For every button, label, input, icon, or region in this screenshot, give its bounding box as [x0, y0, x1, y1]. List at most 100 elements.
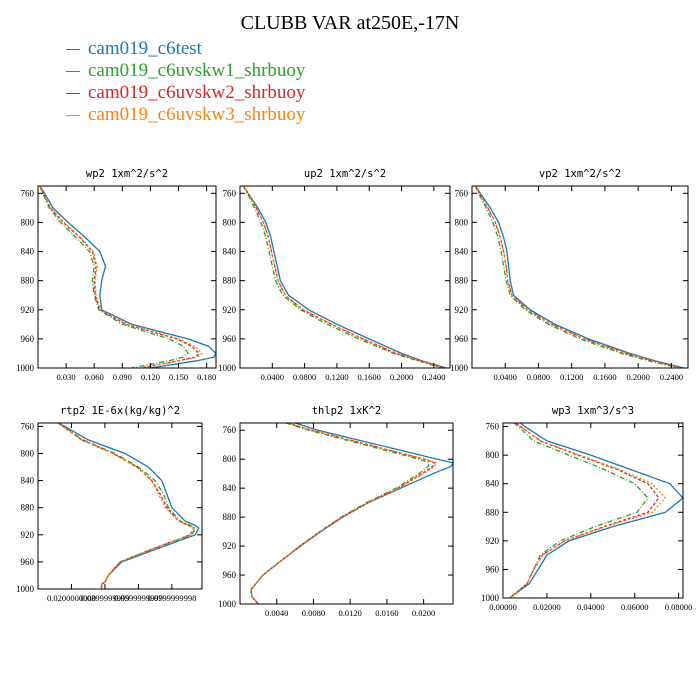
plot-frame: [37, 422, 203, 590]
x-tick-label: 0.0160: [375, 608, 398, 618]
y-tick-label: 840: [21, 476, 35, 486]
series-line: [509, 422, 660, 599]
y-tick-label: 880: [223, 276, 237, 286]
series-line: [474, 185, 680, 369]
x-tick-label: 0.04000: [577, 602, 605, 612]
y-tick-label: 760: [21, 421, 35, 431]
legend-item: cam019_c6uvskw1_shrbuoy: [66, 60, 305, 82]
y-tick-label: 880: [21, 503, 35, 513]
panel-title: rtp2 1E-6x(kg/kg)^2: [60, 405, 180, 417]
x-tick-label: 0.0200: [412, 608, 435, 618]
figure-title: CLUBB VAR at250E,-17N: [240, 12, 460, 34]
y-tick-label: 960: [223, 570, 237, 580]
x-tick-label: 0.0599999999: [114, 593, 163, 603]
series-line: [57, 422, 195, 589]
x-tick-label: 0.00000: [489, 602, 517, 612]
legend-swatch: [66, 71, 80, 73]
legend-swatch: [66, 49, 80, 51]
x-tick-label: 0.06000: [621, 602, 649, 612]
x-tick-label: 0.2400: [422, 372, 445, 382]
y-tick-label: 920: [455, 305, 469, 315]
x-tick-label: 0.1200: [560, 372, 583, 382]
x-tick-label: 0.0120: [338, 608, 361, 618]
y-tick-label: 760: [455, 188, 469, 198]
plot-frame: [471, 185, 689, 369]
plot-frame: [37, 185, 217, 369]
plot-frame: [239, 185, 451, 369]
x-tick-label: 0.0399999999: [81, 593, 130, 603]
y-tick-label: 920: [223, 541, 237, 551]
y-tick-label: 760: [223, 425, 237, 435]
x-tick-label: 0.0040: [265, 608, 288, 618]
plot-frame: [502, 422, 684, 599]
y-tick-label: 960: [223, 334, 237, 344]
y-tick-label: 960: [486, 564, 500, 574]
x-tick-label: 0.2000: [390, 372, 413, 382]
y-tick-label: 920: [223, 305, 237, 315]
chart-panel: thlp2 1xK^2 760 800 840 880 920 960 1000 0.0040 0…: [218, 405, 454, 618]
x-tick-label: 0.2000: [626, 372, 649, 382]
x-tick-label: 0.060: [85, 372, 104, 382]
y-tick-label: 800: [21, 217, 35, 227]
y-tick-label: 800: [21, 448, 35, 458]
panel-title: wp3 1xm^3/s^3: [552, 405, 634, 417]
x-tick-label: 0.08000: [665, 602, 693, 612]
panel-title: up2 1xm^2/s^2: [304, 168, 386, 180]
y-tick-label: 800: [223, 217, 237, 227]
y-tick-label: 840: [486, 479, 500, 489]
y-tick-label: 880: [486, 507, 500, 517]
y-tick-label: 1000: [16, 584, 35, 594]
x-tick-label: 0.090: [113, 372, 132, 382]
y-tick-label: 920: [486, 536, 500, 546]
y-tick-label: 840: [223, 247, 237, 257]
series-line: [474, 185, 684, 369]
legend-label: cam019_c6uvskw3_shrbuoy: [88, 104, 306, 125]
x-tick-label: 0.0200000000: [47, 593, 96, 603]
legend-swatch: [66, 93, 80, 95]
x-tick-label: 0.120: [141, 372, 160, 382]
series-line: [250, 422, 436, 605]
y-tick-label: 760: [223, 188, 237, 198]
series-line: [250, 422, 438, 605]
series-line: [242, 185, 443, 369]
x-tick-label: 0.150: [169, 372, 188, 382]
series-line: [250, 422, 454, 605]
y-tick-label: 920: [21, 530, 35, 540]
y-tick-label: 840: [21, 247, 35, 257]
legend-label: cam019_c6test: [88, 38, 202, 59]
x-tick-label: 0.0800: [527, 372, 550, 382]
y-tick-label: 840: [455, 247, 469, 257]
legend-label: cam019_c6uvskw2_shrbuoy: [88, 82, 306, 103]
y-tick-label: 960: [21, 557, 35, 567]
y-tick-label: 840: [223, 483, 237, 493]
x-tick-label: 0.1200: [325, 372, 348, 382]
chart-panel: up2 1xm^2/s^2 760 800 840 880 920 960 1000 0.040…: [218, 168, 451, 382]
series-line: [57, 422, 197, 589]
x-tick-label: 0.1600: [593, 372, 616, 382]
series-line: [474, 185, 682, 369]
series-line: [242, 185, 444, 369]
x-tick-label: 0.0080: [302, 608, 325, 618]
series-line: [242, 185, 447, 369]
y-tick-label: 960: [21, 334, 35, 344]
x-tick-label: 0.0400: [494, 372, 517, 382]
legend-item: cam019_c6test: [66, 38, 305, 60]
legend-label: cam019_c6uvskw1_shrbuoy: [88, 60, 306, 81]
series-line: [509, 422, 684, 599]
y-tick-label: 1000: [450, 363, 469, 373]
x-tick-label: 0.180: [197, 372, 216, 382]
plot-frame: [239, 422, 454, 605]
y-tick-label: 880: [21, 276, 35, 286]
series-line: [474, 185, 682, 369]
y-tick-label: 760: [21, 188, 35, 198]
series-line: [39, 185, 201, 369]
series-line: [509, 422, 667, 599]
x-tick-label: 0.1600: [358, 372, 381, 382]
series-line: [39, 185, 189, 369]
x-tick-label: 0.030: [57, 372, 76, 382]
series-line: [39, 185, 217, 369]
legend-item: cam019_c6uvskw2_shrbuoy: [66, 82, 305, 104]
y-tick-label: 920: [21, 305, 35, 315]
chart-panel: vp2 1xm^2/s^2 760 800 840 880 920 960 1000 0.040…: [450, 168, 689, 382]
